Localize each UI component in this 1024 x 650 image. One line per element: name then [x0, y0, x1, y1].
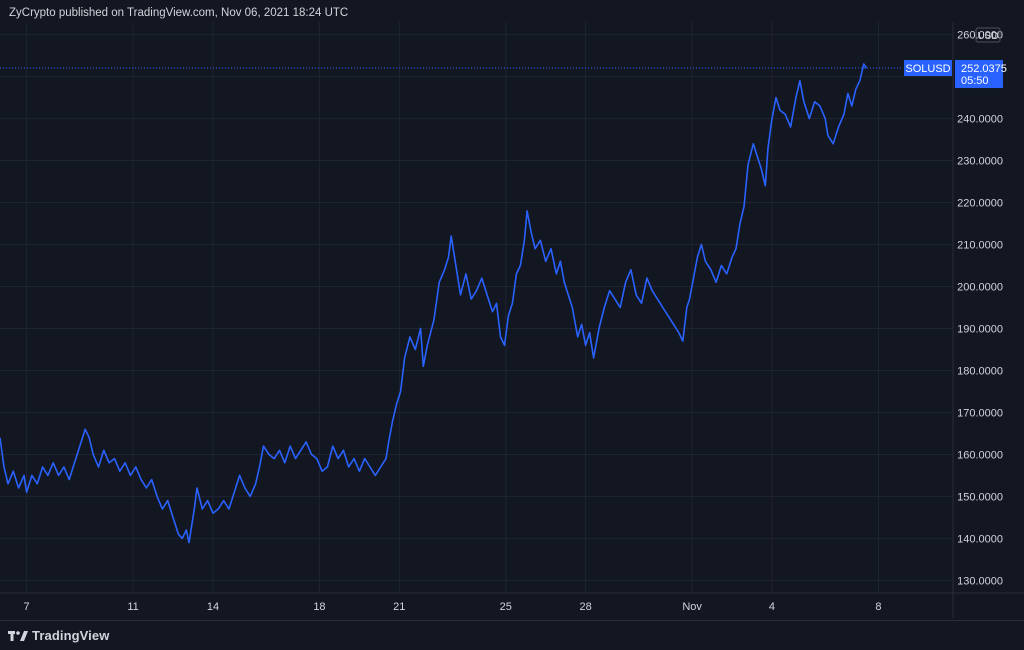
publisher-attribution: ZyCrypto published on TradingView.com, N…	[0, 0, 1024, 26]
price-tick-label: 160.0000	[957, 449, 1003, 461]
time-tick-label: 25	[500, 601, 512, 613]
price-tick-label: 140.0000	[957, 533, 1003, 545]
tradingview-brand[interactable]: TradingView	[32, 628, 110, 643]
time-tick-label: 4	[769, 601, 775, 613]
symbol-label: SOLUSD	[904, 60, 952, 77]
price-tick-label: 200.0000	[957, 282, 1003, 294]
time-tick-label: 18	[313, 601, 325, 613]
footer: TradingView	[0, 620, 1024, 650]
svg-text:05:50: 05:50	[961, 75, 989, 87]
price-tick-label: 190.0000	[957, 323, 1003, 335]
grid-lines	[0, 22, 953, 593]
svg-text:252.0375: 252.0375	[961, 63, 1007, 75]
price-tick-label: 130.0000	[957, 575, 1003, 587]
price-tick-label: 180.0000	[957, 365, 1003, 377]
time-tick-label: Nov	[682, 601, 702, 613]
time-axis[interactable]: 7 11 14 18 21 25 28 Nov 4 8	[24, 601, 882, 613]
last-price-label: 252.0375 05:50	[955, 60, 1007, 89]
time-tick-label: 21	[393, 601, 405, 613]
price-chart[interactable]: 260.0000250.0000240.0000230.0000220.0000…	[0, 22, 1024, 618]
solusd-price-line	[0, 63, 868, 544]
price-tick-label: 230.0000	[957, 156, 1003, 168]
time-tick-label: 7	[24, 601, 30, 613]
price-tick-label: 220.0000	[957, 198, 1003, 210]
chart-background	[0, 22, 1024, 618]
price-tick-label: 260.0000	[957, 30, 1003, 42]
time-tick-label: 28	[580, 601, 592, 613]
svg-text:SOLUSD: SOLUSD	[905, 63, 950, 75]
price-tick-label: 150.0000	[957, 491, 1003, 503]
currency-label: USD	[975, 27, 1001, 43]
price-chart-svg[interactable]: 260.0000250.0000240.0000230.0000220.0000…	[0, 22, 1024, 618]
svg-text:USD: USD	[977, 31, 998, 42]
time-tick-label: 11	[127, 601, 138, 613]
tradingview-logo-icon	[8, 630, 28, 641]
time-tick-label: 8	[875, 601, 881, 613]
price-tick-label: 210.0000	[957, 240, 1003, 252]
price-tick-label: 240.0000	[957, 114, 1003, 126]
time-tick-label: 14	[207, 601, 219, 613]
price-tick-label: 170.0000	[957, 407, 1003, 419]
